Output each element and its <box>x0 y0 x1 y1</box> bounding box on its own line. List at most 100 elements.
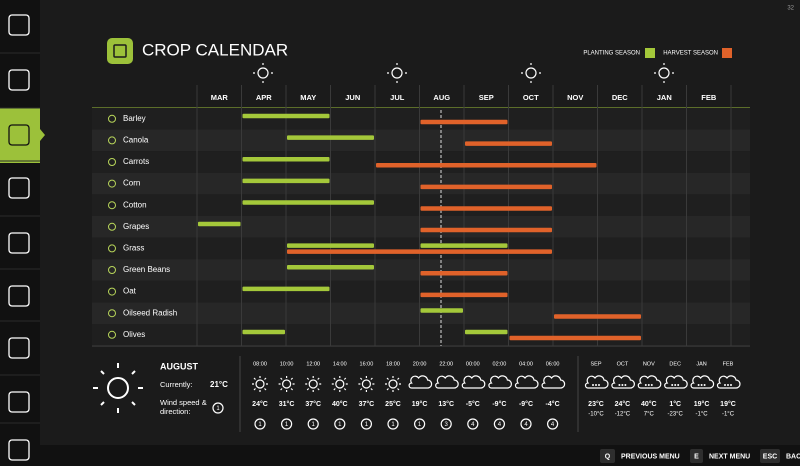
harvest-bar <box>509 335 641 341</box>
key-box[interactable] <box>760 449 780 463</box>
hour-time: 22:00 <box>439 361 453 367</box>
wind-icon <box>520 418 532 430</box>
crop-name: Oilseed Radish <box>123 308 177 317</box>
row <box>92 302 750 324</box>
corner-number: 32 <box>787 6 794 12</box>
planting-bar <box>242 157 330 162</box>
crop-name: Cotton <box>123 200 147 209</box>
crop-name: Barley <box>123 114 146 123</box>
season-icon <box>257 67 269 79</box>
sidebar-icon[interactable] <box>8 439 30 461</box>
hour-wind: 1 <box>312 422 316 428</box>
hour-wind: 4 <box>498 422 502 428</box>
key-label[interactable]: NEXT MENU <box>709 453 750 460</box>
crop-icon <box>108 244 116 253</box>
cloud-icon <box>461 375 486 389</box>
footer-bar <box>0 445 800 466</box>
forecast-month: SEP <box>590 361 601 367</box>
hour-wind: 4 <box>551 422 555 428</box>
title: CROP CALENDAR <box>142 40 288 59</box>
season-icon <box>658 67 670 79</box>
sun-icon <box>385 376 401 392</box>
key-box[interactable] <box>690 449 703 463</box>
hour-time: 14:00 <box>333 361 347 367</box>
season-icon <box>387 63 407 83</box>
sidebar-icon[interactable] <box>8 124 30 146</box>
wind-icon <box>360 418 372 430</box>
sun-icon <box>308 379 318 389</box>
month-header: SEP <box>479 93 494 102</box>
sidebar-active[interactable] <box>0 108 40 163</box>
wind-icon <box>334 418 346 430</box>
hour-temp: 13°C <box>438 400 454 408</box>
cloud-icon <box>408 375 433 389</box>
hour-temp: 37°C <box>359 400 375 408</box>
hour-time: 20:00 <box>413 361 427 367</box>
forecast-month: OCT <box>617 361 629 367</box>
forecast-low: -1°C <box>722 412 735 418</box>
key-box[interactable] <box>600 449 615 463</box>
sun-icon <box>335 379 345 389</box>
crop-icon <box>108 114 116 123</box>
sun-icon <box>252 376 268 392</box>
forecast-high: 19°C <box>720 400 736 408</box>
hour-wind: 4 <box>524 422 528 428</box>
season-icon <box>654 63 674 83</box>
row <box>92 108 750 130</box>
forecast-high: 23°C <box>588 400 604 408</box>
weather-month: AUGUST <box>160 361 199 371</box>
sidebar-icon[interactable] <box>8 69 30 91</box>
sidebar-icon[interactable] <box>8 337 30 359</box>
crop-icon <box>108 222 116 231</box>
sidebar-icon[interactable] <box>8 285 30 307</box>
key: E <box>694 453 699 460</box>
cloud-icon <box>690 375 715 389</box>
hour-temp: -9°C <box>519 400 533 408</box>
sidebar-icon[interactable] <box>8 177 30 199</box>
harvest-bar <box>420 227 552 233</box>
forecast-high: 1°C <box>669 400 681 408</box>
sun-icon <box>358 376 375 392</box>
legend-harvest: HARVEST SEASON <box>663 51 718 57</box>
sun-icon <box>255 379 265 389</box>
hour-time: 12:00 <box>306 361 320 367</box>
forecast-month: DEC <box>669 361 681 367</box>
crop-icon <box>108 309 116 318</box>
current-weather-icon <box>93 363 143 413</box>
hour-wind: 1 <box>391 422 395 428</box>
hour-time: 00:00 <box>466 361 480 367</box>
sidebar-icon[interactable] <box>8 232 30 254</box>
hour-temp: 37°C <box>305 400 321 408</box>
sidebar-icon[interactable] <box>8 391 30 413</box>
sidebar-icon[interactable] <box>8 14 30 36</box>
hour-wind: 1 <box>285 422 289 428</box>
wind-icon <box>493 418 505 430</box>
crop-icon <box>108 158 116 166</box>
cloud-icon <box>584 375 609 389</box>
current-label: Currently: <box>160 380 193 389</box>
crop-icon <box>108 136 116 145</box>
row <box>92 172 750 195</box>
key: Q <box>605 453 611 460</box>
hour-time: 06:00 <box>546 361 560 367</box>
planting-bar <box>242 200 374 205</box>
key-label[interactable]: PREVIOUS MENU <box>621 453 680 460</box>
planting-bar <box>242 329 285 335</box>
forecast-low: -23°C <box>667 412 683 418</box>
month-header: OCT <box>523 93 539 102</box>
row <box>92 216 750 238</box>
hour-temp: 19°C <box>412 400 428 408</box>
sun-icon <box>361 379 371 389</box>
planting-bar <box>198 221 241 227</box>
crop-name: Green Beans <box>123 265 170 274</box>
harvest-bar <box>376 163 597 168</box>
planting-bar <box>287 135 374 140</box>
crop-name: Olives <box>123 330 145 339</box>
key-label[interactable]: BACK <box>786 453 800 460</box>
month-header: NOV <box>567 93 583 102</box>
crop-name: Canola <box>123 136 149 145</box>
hour-wind: 1 <box>338 422 342 428</box>
planting-bar <box>465 329 508 335</box>
cloud-icon <box>435 375 459 389</box>
cloud-icon <box>514 375 539 389</box>
